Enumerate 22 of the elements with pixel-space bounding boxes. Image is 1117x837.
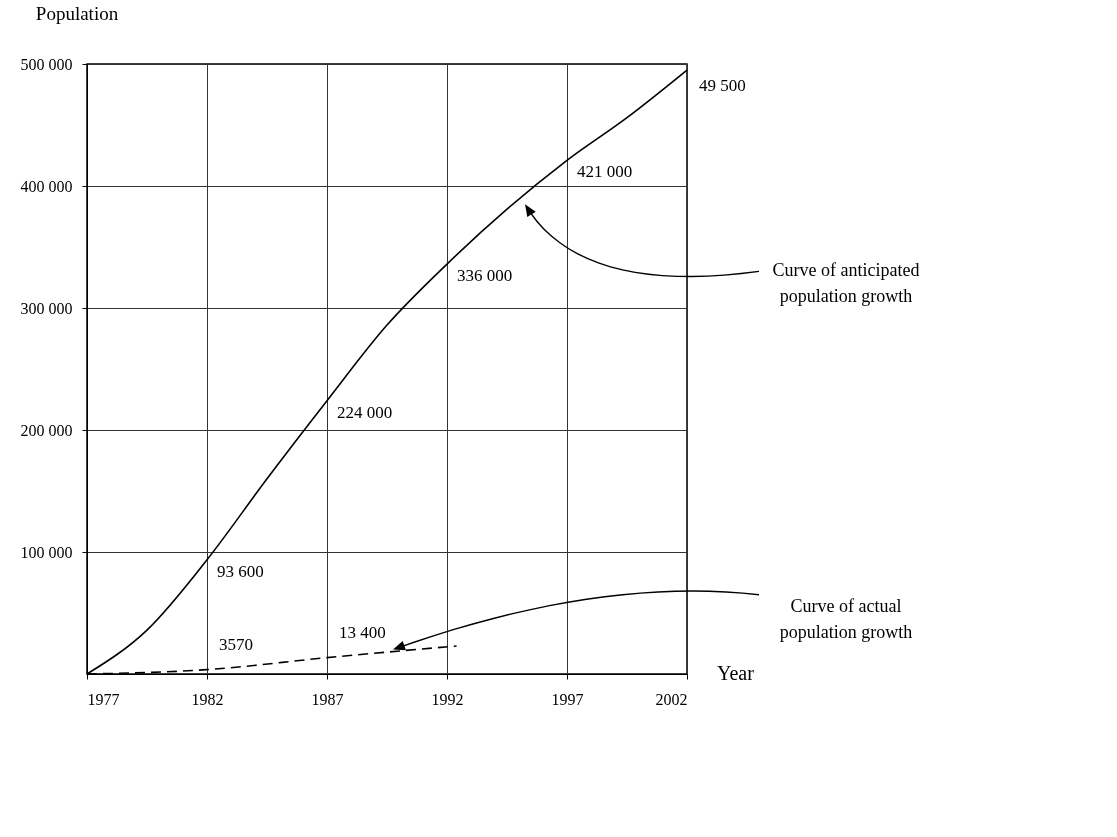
text: Curve of actual population growth	[779, 595, 913, 642]
data-label: 336 000	[457, 266, 513, 286]
y-tick-label: 200 000	[20, 421, 73, 439]
y-axis-title: Population	[35, 3, 119, 24]
x-tick-label: 2002	[655, 690, 688, 708]
text: 49 500	[699, 76, 746, 95]
data-label: 421 000	[577, 162, 633, 182]
x-tick-label: 1987	[311, 690, 344, 708]
y-tick-label: 100 000	[20, 543, 73, 561]
data-label: 93 600	[217, 561, 264, 581]
x-tick-label: 1997	[551, 690, 584, 708]
data-label: 13 400	[339, 622, 386, 642]
data-label: 3570	[219, 634, 253, 654]
x-axis-title: Year	[717, 662, 755, 684]
y-tick-label: 400 000	[20, 177, 73, 195]
x-tick-label: 1992	[431, 690, 464, 708]
x-tick-label: 1982	[191, 690, 224, 708]
text: Curve of anticipated population growth	[772, 260, 920, 307]
data-label: 224 000	[337, 402, 393, 422]
x-tick-label: 1977	[87, 690, 120, 708]
y-tick-label: 300 000	[20, 299, 73, 317]
y-tick-label: 500 000	[20, 55, 73, 73]
